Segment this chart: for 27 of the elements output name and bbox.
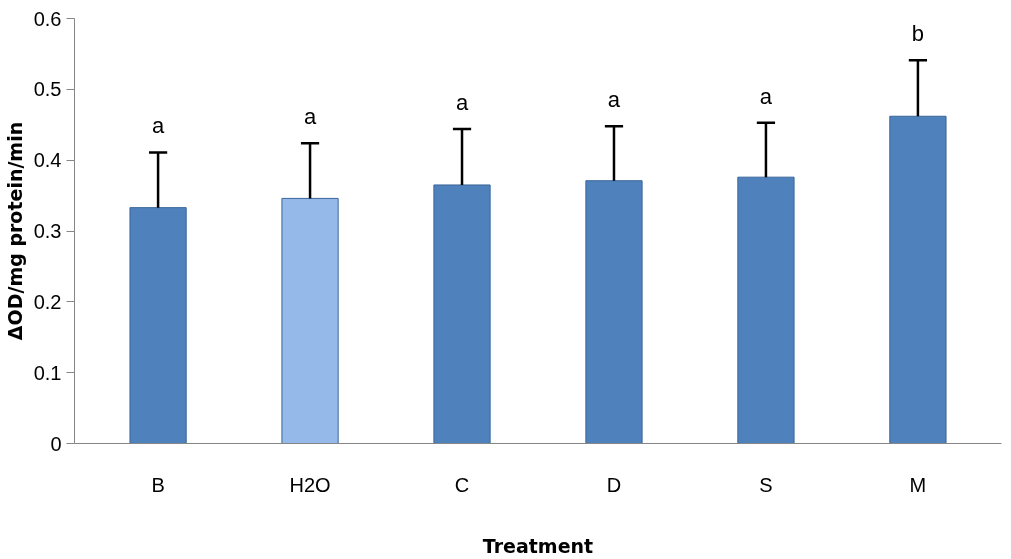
bar xyxy=(129,207,187,444)
x-tick-label: M xyxy=(909,473,927,496)
y-tick-label: 0.1 xyxy=(33,361,62,384)
y-axis-title: ΔOD/mg protein/min xyxy=(3,121,26,341)
annotation: a xyxy=(607,87,621,113)
y-tick-label: 0.4 xyxy=(33,149,62,172)
x-tick-label: B xyxy=(151,473,165,496)
bar xyxy=(433,184,491,444)
bar xyxy=(585,180,643,444)
bar xyxy=(889,115,947,444)
x-axis-title: Treatment xyxy=(482,534,594,557)
y-tick-label: 0.5 xyxy=(33,78,62,101)
x-tick-label: C xyxy=(454,473,470,496)
y-tick-label: 0.6 xyxy=(33,7,62,30)
annotation: a xyxy=(303,104,317,130)
annotation: b xyxy=(911,21,925,47)
x-tick-label: H2O xyxy=(289,473,331,496)
x-tick-label: D xyxy=(606,473,622,496)
annotation: a xyxy=(455,90,469,115)
y-tick-label: 0 xyxy=(50,432,62,455)
bar xyxy=(281,197,339,444)
bar xyxy=(737,176,795,444)
x-tick-label: S xyxy=(759,473,773,496)
annotation: a xyxy=(151,113,165,139)
annotation: a xyxy=(759,83,773,109)
y-tick-label: 0.3 xyxy=(33,220,62,242)
y-tick-label: 0.2 xyxy=(33,290,62,313)
